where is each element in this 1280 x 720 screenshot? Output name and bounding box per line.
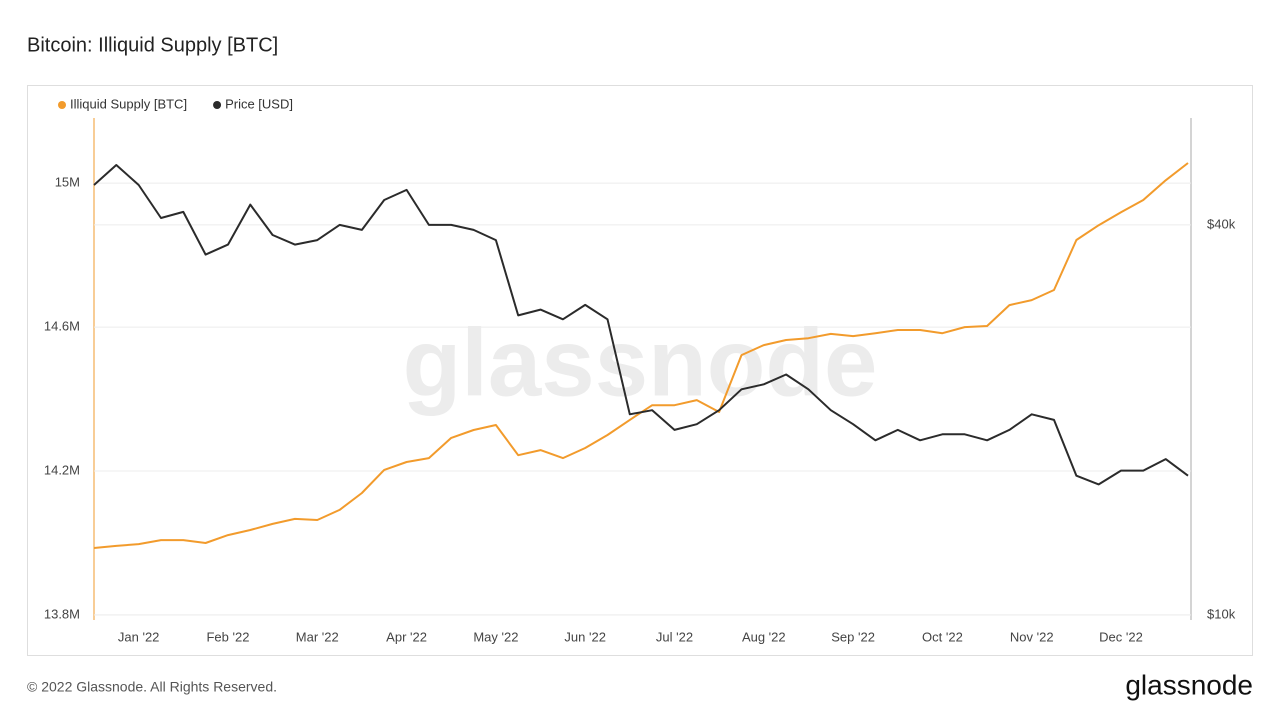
x-tick-label: Jun '22: [564, 629, 606, 644]
x-tick-label: Feb '22: [206, 629, 249, 644]
chart-title: Bitcoin: Illiquid Supply [BTC]: [27, 34, 278, 56]
legend-marker: [58, 101, 66, 109]
y-tick-label: 13.8M: [44, 606, 80, 621]
x-tick-label: Aug '22: [742, 629, 786, 644]
grid: [94, 182, 1191, 616]
x-tick-label: Jul '22: [656, 629, 693, 644]
y2-tick-label: $10k: [1207, 606, 1236, 621]
legend-marker: [213, 101, 222, 109]
line-series: [93, 164, 1189, 486]
logo: glassnode: [1125, 669, 1253, 700]
x-tick-label: Oct '22: [922, 629, 963, 644]
x-tick-label: Apr '22: [386, 629, 427, 644]
y-tick-label: 15M: [55, 175, 80, 190]
x-tick-label: Sep '22: [831, 629, 875, 644]
x-tick-label: Jan '22: [118, 629, 160, 644]
watermark: glassnode: [403, 309, 878, 416]
x-tick-label: Nov '22: [1010, 629, 1054, 644]
legend-label: Illiquid Supply [BTC]: [70, 96, 187, 111]
x-tick-label: May '22: [473, 629, 518, 644]
x-tick-label: Dec '22: [1099, 629, 1143, 644]
copyright: © 2022 Glassnode. All Rights Reserved.: [27, 679, 277, 695]
y2-tick-label: $40k: [1207, 216, 1236, 231]
chart-frame: [27, 85, 1253, 656]
y-tick-label: 14.2M: [44, 462, 80, 477]
legend-label: Price [USD]: [225, 96, 293, 111]
y-tick-label: 14.6M: [44, 319, 80, 334]
x-tick-label: Mar '22: [296, 629, 339, 644]
